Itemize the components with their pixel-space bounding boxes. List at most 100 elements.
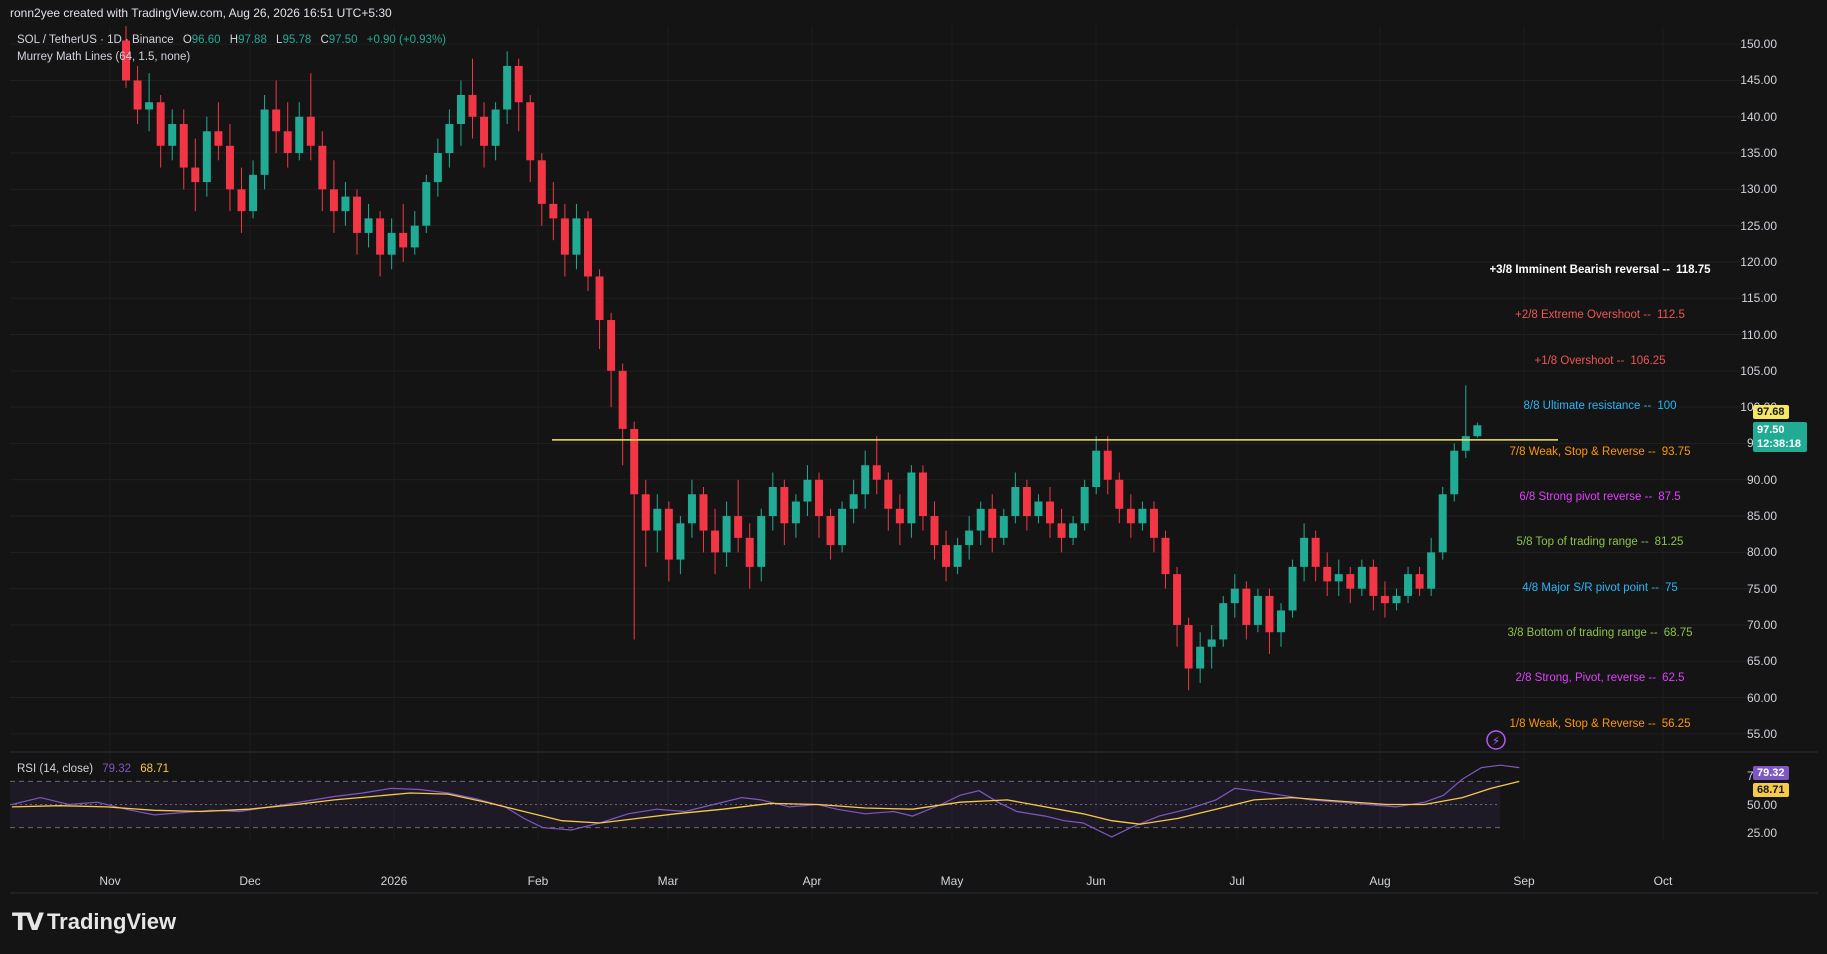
- lightning-icon[interactable]: [1486, 730, 1506, 750]
- y-tick-label: 110.00: [1741, 327, 1777, 342]
- murrey-level: +2/8 Extreme Overshoot -- 112.5: [1515, 309, 1685, 321]
- candle-body: [1069, 523, 1078, 538]
- murrey-level-label: 8/8 Ultimate resistance --: [1523, 400, 1652, 413]
- x-tick-label: Mar: [657, 874, 679, 888]
- murrey-level-label: +3/8 Imminent Bearish reversal --: [1489, 264, 1671, 277]
- created-by-text: ronn2yee created with TradingView.com, A…: [10, 6, 392, 20]
- candle-body: [1034, 501, 1043, 517]
- candle-body: [653, 508, 662, 531]
- candle-body: [329, 189, 338, 212]
- candle-body: [295, 116, 304, 154]
- close-price: 97.50: [1757, 424, 1785, 436]
- x-tick-label: Feb: [527, 874, 549, 888]
- candle-body: [387, 232, 396, 255]
- y-tick-label: 145.00: [1740, 73, 1777, 88]
- candle-body: [191, 167, 200, 183]
- candle-body: [711, 530, 720, 553]
- close-price-tag: 97.50 12:38:18: [1753, 422, 1807, 452]
- x-tick-label: Dec: [239, 874, 261, 888]
- candle-body: [976, 508, 985, 531]
- y-tick-label: 60.00: [1746, 690, 1777, 705]
- candle-body: [1473, 425, 1482, 437]
- candle-body: [179, 124, 188, 168]
- murrey-level-value: 93.75: [1661, 445, 1691, 458]
- rsi-panel: [10, 764, 1520, 838]
- rsi-legend[interactable]: RSI (14, close) 79.32 68.71: [17, 763, 169, 775]
- candle-body: [734, 516, 743, 538]
- high-price-tag: 97.68: [1753, 405, 1789, 419]
- tradingview-logo[interactable]: TV TradingView: [12, 908, 177, 936]
- murrey-level-value: 118.75: [1676, 264, 1711, 277]
- rsi-value: 79.32: [102, 763, 132, 775]
- chart-background: [10, 26, 1818, 756]
- y-tick-label: 75.00: [1746, 581, 1777, 596]
- high-value: 97.88: [238, 34, 267, 46]
- candle-body: [780, 487, 789, 524]
- candle-body: [1103, 450, 1112, 480]
- y-tick-label: 80.00: [1746, 545, 1777, 560]
- candle-body: [225, 145, 234, 190]
- murrey-level-value: 75: [1664, 581, 1678, 594]
- murrey-level-value: 56.25: [1661, 717, 1691, 730]
- candle-body: [1346, 574, 1355, 589]
- murrey-level-label: +2/8 Extreme Overshoot --: [1515, 309, 1651, 322]
- candle-body: [1288, 566, 1297, 611]
- murrey-level-label: 6/8 Strong pivot reverse --: [1519, 490, 1653, 503]
- footer: TV TradingView: [0, 896, 1827, 954]
- y-tick-label: 70.00: [1746, 617, 1777, 632]
- rsi-ma-value: 68.71: [140, 763, 170, 775]
- symbol-legend[interactable]: SOL / TetherUS · 1D · Binance O96.60 H97…: [17, 34, 447, 46]
- murrey-level-label: 1/8 Weak, Stop & Reverse --: [1509, 717, 1656, 730]
- murrey-level: 6/8 Strong pivot reverse -- 87.5: [1519, 491, 1680, 503]
- candle-body: [1126, 508, 1135, 524]
- candle-body: [595, 276, 604, 321]
- candle-body: [1242, 588, 1251, 625]
- rsi-tick-label: 50.00: [1746, 797, 1777, 812]
- rsi-name: RSI (14, close): [17, 763, 94, 775]
- candle-body: [283, 131, 292, 154]
- candle-body: [399, 232, 408, 248]
- candle-body: [687, 494, 696, 524]
- candle-body: [838, 508, 847, 546]
- y-tick-label: 135.00: [1740, 146, 1777, 161]
- murrey-level-label: 7/8 Weak, Stop & Reverse --: [1509, 445, 1656, 458]
- candle-body: [953, 545, 962, 567]
- x-tick-label: Sep: [1513, 874, 1535, 888]
- candle-body: [1138, 508, 1147, 524]
- candle-body: [918, 472, 927, 517]
- candle-body: [826, 516, 835, 546]
- rsi-price-tag: 79.32: [1753, 766, 1789, 780]
- candle-body: [1253, 595, 1262, 625]
- candle-body: [1184, 624, 1193, 669]
- indicator-legend[interactable]: Murrey Math Lines (64, 1.5, none): [17, 51, 190, 63]
- candle-body: [480, 116, 489, 146]
- murrey-level-value: 68.75: [1663, 627, 1693, 640]
- candle-body: [1380, 595, 1389, 604]
- candle-body: [237, 189, 246, 212]
- murrey-level: 3/8 Bottom of trading range -- 68.75: [1508, 627, 1693, 639]
- top-bar: ronn2yee created with TradingView.com, A…: [0, 0, 1827, 26]
- murrey-level: 4/8 Major S/R pivot point -- 75: [1522, 582, 1678, 594]
- candle-body: [907, 472, 916, 524]
- murrey-level-value: 62.5: [1662, 672, 1685, 685]
- murrey-level-label: +1/8 Overshoot --: [1534, 354, 1625, 367]
- murrey-level-label: 4/8 Major S/R pivot point --: [1522, 581, 1659, 594]
- candle-body: [376, 218, 385, 255]
- candle-body: [1115, 479, 1124, 509]
- candlestick-series: [122, 22, 1482, 691]
- candle-body: [884, 479, 893, 509]
- candle-body: [768, 487, 777, 517]
- candle-body: [433, 153, 442, 183]
- candle-body: [445, 124, 454, 154]
- close-value: 97.50: [328, 34, 358, 46]
- candle-body: [791, 501, 800, 524]
- candle-body: [503, 65, 512, 110]
- murrey-level: 2/8 Strong, Pivot, reverse -- 62.5: [1515, 672, 1684, 684]
- candle-body: [1149, 508, 1158, 538]
- murrey-level-value: 106.25: [1630, 354, 1666, 367]
- candle-body: [341, 196, 350, 212]
- x-tick-label: Jun: [1086, 874, 1106, 888]
- candle-body: [676, 523, 685, 560]
- candle-body: [988, 508, 997, 538]
